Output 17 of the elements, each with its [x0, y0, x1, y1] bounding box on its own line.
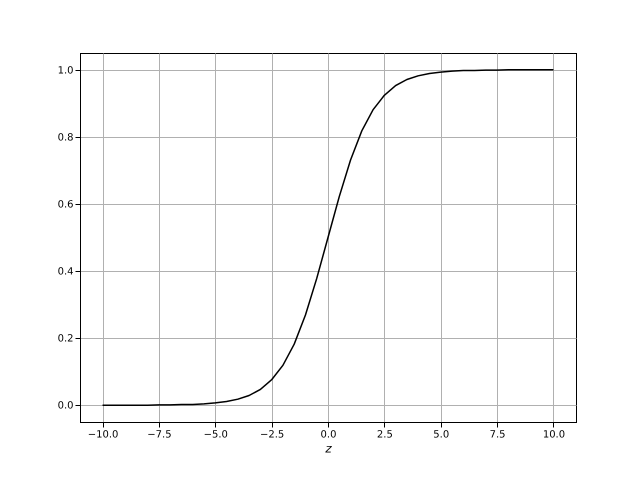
x-tick-label: 5.0: [433, 430, 450, 440]
line-series: [102, 69, 554, 406]
y-tick-label: 1.0: [58, 65, 74, 76]
x-tick-label: 7.5: [490, 430, 506, 440]
x-tick-label: −7.5: [147, 430, 172, 440]
x-tick-label: 10.0: [542, 430, 566, 440]
x-tick-label: 2.5: [376, 430, 393, 440]
y-tick-label: 0.2: [58, 334, 74, 345]
x-tick-label: 0.0: [320, 430, 336, 440]
x-tick-label: −5.0: [204, 430, 228, 440]
y-tick-label: 0.6: [58, 199, 74, 210]
y-tick-label: 0.0: [58, 400, 74, 412]
y-tick-label: 0.8: [58, 132, 74, 144]
y-tick-label: 0.4: [58, 266, 74, 278]
x-tick-label: −2.5: [260, 430, 284, 440]
x-axis-title: z: [324, 442, 332, 456]
x-tick-label: −10.0: [88, 430, 118, 440]
